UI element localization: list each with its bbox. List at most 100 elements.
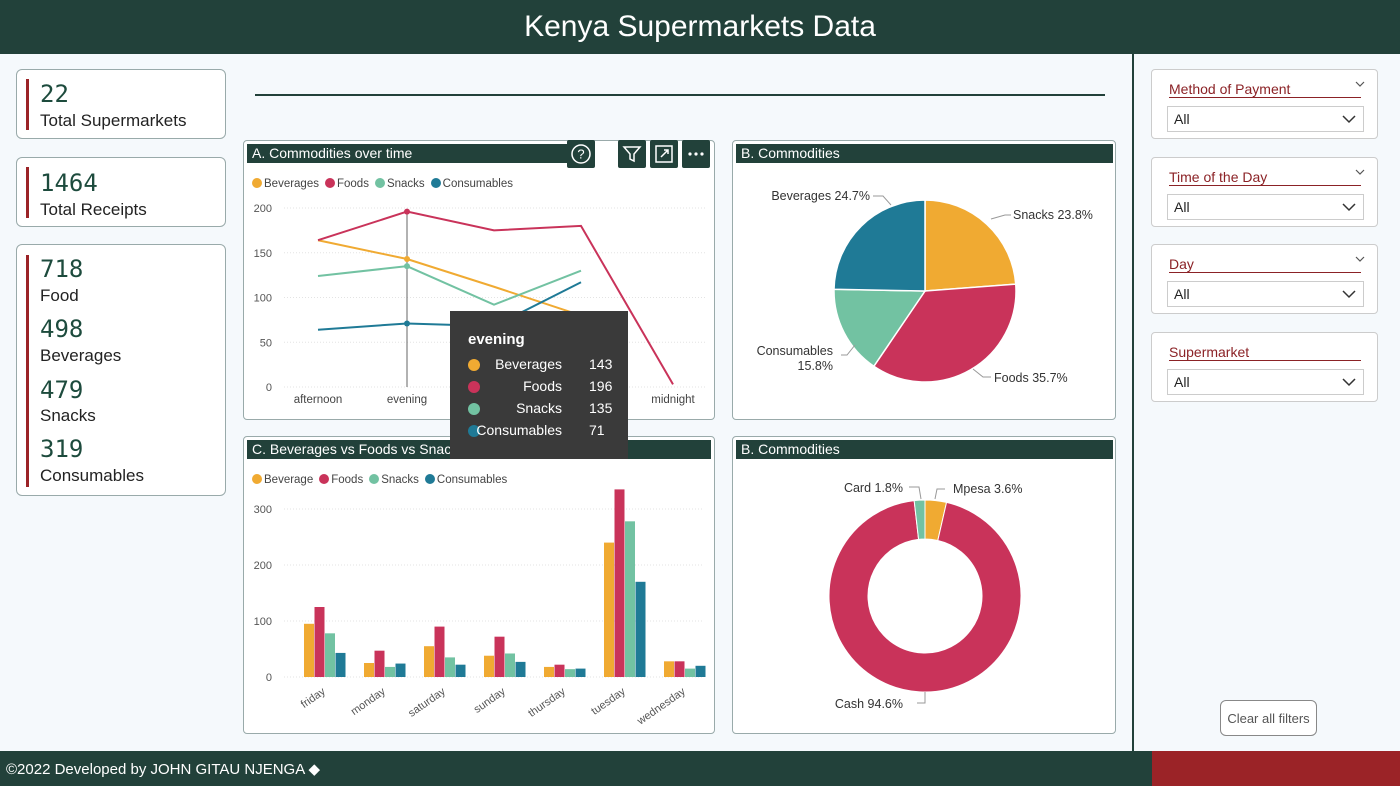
x-category-label: wednesday — [634, 685, 688, 728]
x-category-label: afternoon — [294, 394, 343, 406]
kpi-consumables-label: Consumables — [40, 466, 144, 486]
bar-snacks-sunday — [505, 653, 515, 677]
dashboard-title-bar: Kenya Supermarkets Data — [0, 0, 1400, 54]
pie-slice-snacks — [925, 200, 1016, 291]
pie-data-label: Foods 35.7% — [994, 371, 1068, 385]
y-tick-label: 200 — [254, 203, 272, 215]
chevron-down-icon[interactable] — [1355, 80, 1365, 88]
tooltip-row-consumables: Consumables 71 — [468, 422, 618, 442]
series-point-snacks — [404, 263, 410, 269]
chevron-down-icon — [1341, 201, 1357, 213]
footer-bar: ©2022 Developed by JOHN GITAU NJENGA ◆ — [0, 751, 1152, 786]
x-category-label: friday — [299, 685, 328, 711]
tooltip-dot-icon — [468, 359, 480, 371]
focus-mode-button[interactable] — [650, 140, 678, 168]
bar-snacks-tuesday — [625, 521, 635, 677]
pie-leader-line — [873, 196, 891, 205]
footer-accent-block — [1152, 751, 1400, 786]
pie-data-label: 15.8% — [798, 359, 833, 373]
bar-consumables-thursday — [576, 669, 586, 677]
slicer-selected-value: All — [1174, 111, 1190, 127]
bar-foods-thursday — [555, 665, 565, 677]
donut-data-label: Mpesa 3.6% — [953, 482, 1022, 496]
kpi-label: Total Supermarkets — [40, 111, 186, 131]
chevron-down-icon — [1341, 288, 1357, 300]
slicer-title: Method of Payment — [1169, 81, 1290, 97]
series-point-beverages — [404, 256, 410, 262]
kpi-food-label: Food — [40, 286, 79, 306]
tooltip-row-value: 196 — [589, 378, 612, 394]
donut-leader-line — [917, 692, 925, 703]
kpi-accent-bar — [26, 255, 29, 487]
clear-all-filters-button[interactable]: Clear all filters — [1220, 700, 1317, 736]
slicer-underline — [1169, 272, 1361, 273]
donut-chart-svg: Mpesa 3.6% Card 1.8% Cash 94.6% — [733, 437, 1115, 733]
bar-consumables-monday — [396, 664, 406, 677]
bar-snacks-wednesday — [685, 669, 695, 677]
kpi-accent-bar — [26, 79, 29, 130]
tooltip-row-value: 135 — [589, 400, 612, 416]
slicer-title: Supermarket — [1169, 344, 1249, 360]
y-tick-label: 100 — [254, 616, 272, 628]
y-tick-label: 0 — [266, 382, 272, 394]
bar-snacks-monday — [385, 667, 395, 677]
bar-beverage-monday — [364, 663, 374, 677]
filter-button[interactable] — [618, 140, 646, 168]
tooltip-row-value: 143 — [589, 356, 612, 372]
filter-pane-divider — [1132, 54, 1134, 751]
slicer-day: Day All — [1151, 244, 1378, 314]
bar-foods-friday — [315, 607, 325, 677]
pie-data-label: Consumables — [757, 344, 833, 358]
chevron-down-icon[interactable] — [1355, 168, 1365, 176]
dashboard-title: Kenya Supermarkets Data — [524, 10, 876, 44]
footer-credit: ©2022 Developed by JOHN GITAU NJENGA ◆ — [6, 760, 320, 778]
x-category-label: tuesday — [589, 685, 628, 717]
kpi-card-total-receipts: 1464 Total Receipts — [16, 157, 226, 227]
slicer-dropdown[interactable]: All — [1167, 106, 1364, 132]
bar-foods-saturday — [435, 627, 445, 677]
help-button[interactable]: ? — [567, 140, 595, 168]
tooltip-row-label: Beverages — [495, 356, 562, 372]
x-category-label: sunday — [472, 685, 508, 715]
expand-icon — [653, 143, 675, 165]
tooltip-row-label: Snacks — [516, 400, 562, 416]
bar-foods-sunday — [495, 637, 505, 677]
chevron-down-icon — [1341, 376, 1357, 388]
x-category-label: evening — [387, 394, 427, 406]
panel-payment-donut[interactable]: B. Commodities Mpesa 3.6% Card 1.8% Cash 9… — [732, 436, 1116, 734]
slicer-title: Time of the Day — [1169, 169, 1267, 185]
x-category-label: monday — [349, 685, 388, 718]
kpi-label: Total Receipts — [40, 200, 147, 220]
slicer-selected-value: All — [1174, 374, 1190, 390]
panel-commodities-by-day[interactable]: C. Beverages vs Foods vs Snacks vs Consu… — [243, 436, 715, 734]
slicer-dropdown[interactable]: All — [1167, 281, 1364, 307]
bar-beverage-sunday — [484, 656, 494, 677]
bar-consumables-saturday — [456, 665, 466, 677]
slicer-selected-value: All — [1174, 286, 1190, 302]
bar-chart-svg: 0 100 200 300 friday monday saturday sunday thur… — [244, 437, 714, 733]
slicer-time-of-day: Time of the Day All — [1151, 157, 1378, 227]
kpi-card-commodity-totals: 718 Food 498 Beverages 479 Snacks 319 Co… — [16, 244, 226, 496]
chevron-down-icon[interactable] — [1355, 255, 1365, 263]
bar-foods-monday — [375, 651, 385, 677]
slicer-underline — [1169, 360, 1361, 361]
tooltip-row-foods: Foods 196 — [468, 378, 618, 398]
visual-header-toolbar: ? — [567, 140, 714, 170]
kpi-snacks-label: Snacks — [40, 406, 96, 426]
more-options-button[interactable] — [682, 140, 710, 168]
bar-consumables-sunday — [516, 662, 526, 677]
panel-commodities-pie[interactable]: B. Commodities Snacks 23.8% Foods 35.7% Co… — [732, 140, 1116, 420]
series-point-consumables — [404, 320, 410, 326]
svg-text:?: ? — [577, 147, 584, 162]
more-dots-icon — [685, 143, 707, 165]
slicer-dropdown[interactable]: All — [1167, 369, 1364, 395]
slicer-dropdown[interactable]: All — [1167, 194, 1364, 220]
tooltip-row-label: Foods — [523, 378, 562, 394]
series-line-beverages — [318, 240, 581, 315]
bar-beverage-friday — [304, 624, 314, 677]
bar-foods-tuesday — [615, 489, 625, 677]
bar-beverage-thursday — [544, 667, 554, 677]
bar-consumables-tuesday — [636, 582, 646, 677]
donut-leader-line — [909, 487, 921, 499]
